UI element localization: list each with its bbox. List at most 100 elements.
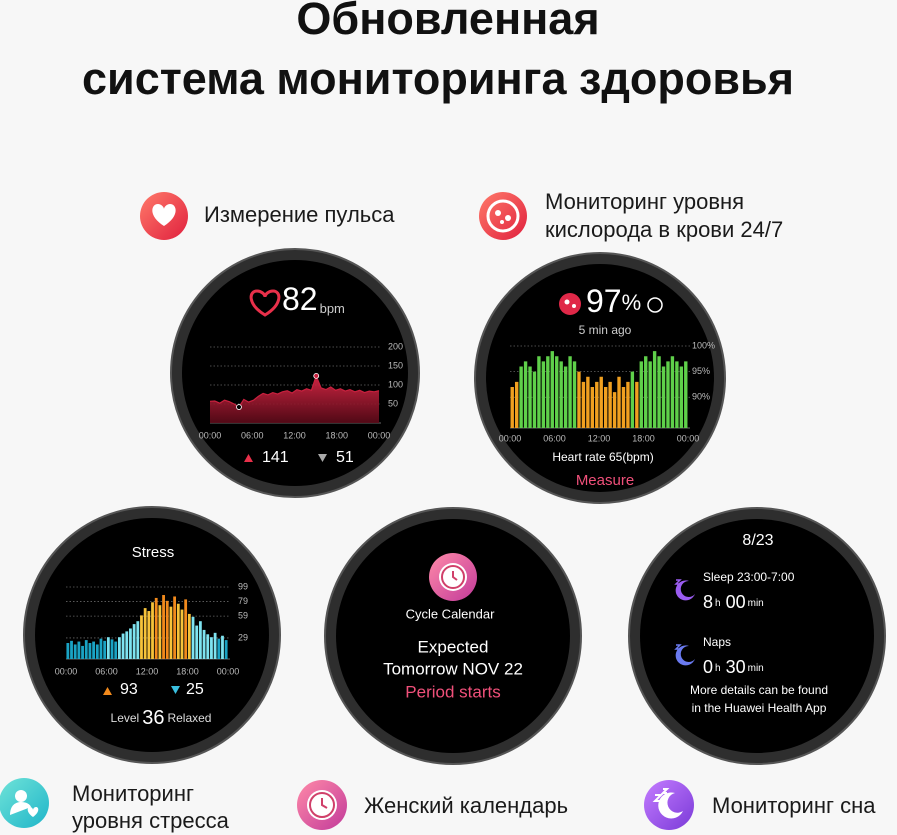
bar [191,616,195,659]
value: 82 [282,281,318,317]
bar [81,645,84,659]
bar [195,625,199,659]
bar [603,387,608,428]
cycle-line: Period starts [405,682,500,701]
heart-chart: 50 100 150 200 00:00 06:00 12:00 18:00 00:00 [199,341,403,440]
x-tick-label: 18:00 [176,666,199,676]
stress-title: Stress [132,544,175,561]
x-tick-label: 18:00 [325,430,348,440]
title-line: система мониторинга здоровья [82,53,794,104]
bar [213,632,217,659]
bar [684,361,688,428]
bar [224,640,228,659]
stress-level: Level 36 Relaxed [111,707,212,729]
bar [154,597,158,659]
x-tick-label: 18:00 [632,433,655,443]
bar [110,639,114,659]
bar [210,637,213,659]
cycle-icon [297,780,347,830]
bar [217,638,221,659]
x-tick-label: 00:00 [199,430,222,440]
heart-icon [140,192,188,240]
cycle-line: Tomorrow NOV 22 [383,659,523,678]
bar [136,621,140,659]
bar [106,637,110,659]
bar [568,356,572,428]
bar [158,605,162,659]
feature-label: Измерение пульса [204,202,395,227]
bar [608,381,612,428]
bar [670,356,675,428]
bar [140,615,143,659]
max-value: 141 [262,449,289,466]
x-tick-label: 12:00 [136,666,159,676]
min-dot [236,404,242,410]
bar [73,644,77,659]
cycle-line: Expected [418,637,489,656]
level-text: Relaxed [167,711,211,725]
bar [202,629,206,659]
unit: h [715,598,721,609]
x-tick-label: 12:00 [283,430,306,440]
unit: bpm [320,301,345,316]
minutes: 30 [726,657,746,677]
cycle-glyph [429,553,477,601]
bar [577,371,581,428]
bar [639,361,643,428]
bar [514,381,519,428]
bar [180,609,184,659]
spo2-chart: 90% 95% 100% 00:00 06:00 12:00 18:00 00:00 [499,340,715,443]
y-tick-label: 59 [238,610,248,620]
heart-glyph [249,289,281,317]
heart-rate: 82 bpm [282,281,345,317]
max-value: 93 [120,681,138,698]
oxygen-icon [479,192,527,240]
unit: h [715,663,721,674]
bar [198,621,202,659]
time-ago: 5 min ago [579,323,632,337]
x-tick-label: 00:00 [217,666,240,676]
bar [590,387,595,428]
min-value: 51 [336,449,354,466]
hours: 0 [703,657,713,677]
bar [537,356,541,428]
y-tick-label: 95% [692,366,710,376]
bar [532,371,537,428]
value: 97 [586,283,622,319]
bar [84,640,88,659]
feature-label: кислорода в крови 24/7 [545,217,783,242]
sleep-duration: 8 h 00 min [703,592,764,612]
bar [103,640,107,659]
bar [99,638,103,659]
bar [510,387,514,428]
feature-label: Мониторинг сна [712,793,876,818]
info-icon [647,297,663,313]
spo2-reading: 97% [586,283,641,319]
feature-label: Женский календарь [364,793,568,818]
bar [519,366,523,428]
x-tick-label: 00:00 [368,430,391,440]
x-tick-label: 06:00 [241,430,264,440]
bar [612,392,617,428]
y-tick-label: 29 [238,632,248,642]
bar [541,361,546,428]
measure-button[interactable]: Measure [576,472,634,489]
bar [66,643,70,659]
moon-icon [674,579,695,601]
bar [88,643,92,659]
bar [617,376,621,428]
sleep-icon [644,780,694,830]
y-tick-label: 200 [388,341,403,351]
feature-label: уровня стресса [72,808,230,833]
bar [77,641,81,659]
bar [143,608,147,659]
x-tick-label: 00:00 [499,433,522,443]
bar [221,635,224,659]
x-tick-label: 12:00 [588,433,611,443]
moon-icon [674,644,695,666]
x-tick-label: 06:00 [95,666,118,676]
down-arrow [171,686,180,694]
bar [162,595,165,659]
bar [550,351,554,428]
